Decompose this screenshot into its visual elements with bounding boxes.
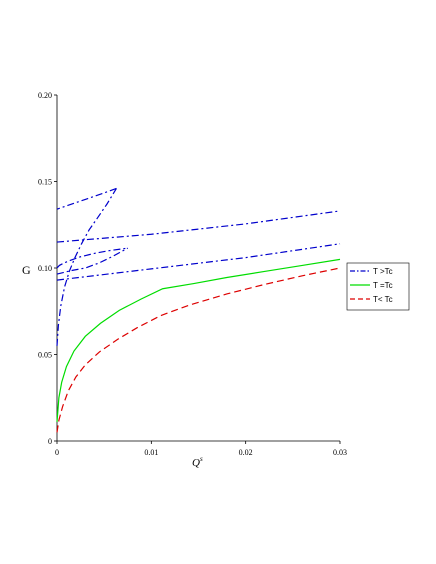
legend: T >Tc T =Tc T< Tc: [346, 262, 410, 311]
x-axis-label-main: Q: [192, 457, 200, 469]
series-2-line-1: [56, 258, 341, 423]
axes: [56, 95, 340, 442]
x-tick-label: 0.02: [239, 448, 253, 457]
y-axis-label: G: [22, 263, 31, 277]
x-tick-label: 0.03: [333, 448, 347, 457]
series-1-line-1: [56, 188, 117, 346]
y-tick-label: 0: [48, 437, 52, 446]
x-tick-label: 0.01: [144, 448, 158, 457]
legend-label: T =Tc: [373, 281, 393, 290]
y-tick-label: 0.20: [38, 91, 52, 100]
y-tick-label: 0.10: [38, 264, 52, 273]
y-tick-label: 0.15: [38, 178, 52, 187]
series-1-line-2: [56, 187, 117, 210]
x-ticks: 0 0.01 0.02 0.03: [55, 441, 347, 457]
legend-label: T< Tc: [373, 295, 393, 304]
x-axis-label: Qs: [192, 455, 203, 469]
y-tick-label: 0.05: [38, 351, 52, 360]
legend-box: [346, 262, 410, 311]
series-1-line-5: [56, 247, 128, 269]
series-1-line-4: [56, 247, 129, 275]
y-ticks: 0 0.05 0.10 0.15 0.20: [38, 91, 57, 446]
series-group: [56, 187, 341, 433]
series-1-line-3: [56, 210, 341, 243]
series-1-line-6: [56, 243, 341, 281]
legend-label: T >Tc: [373, 267, 393, 276]
x-axis-label-superscript: s: [200, 455, 203, 463]
series-3-line-1: [56, 267, 341, 433]
x-tick-label: 0: [55, 448, 59, 457]
